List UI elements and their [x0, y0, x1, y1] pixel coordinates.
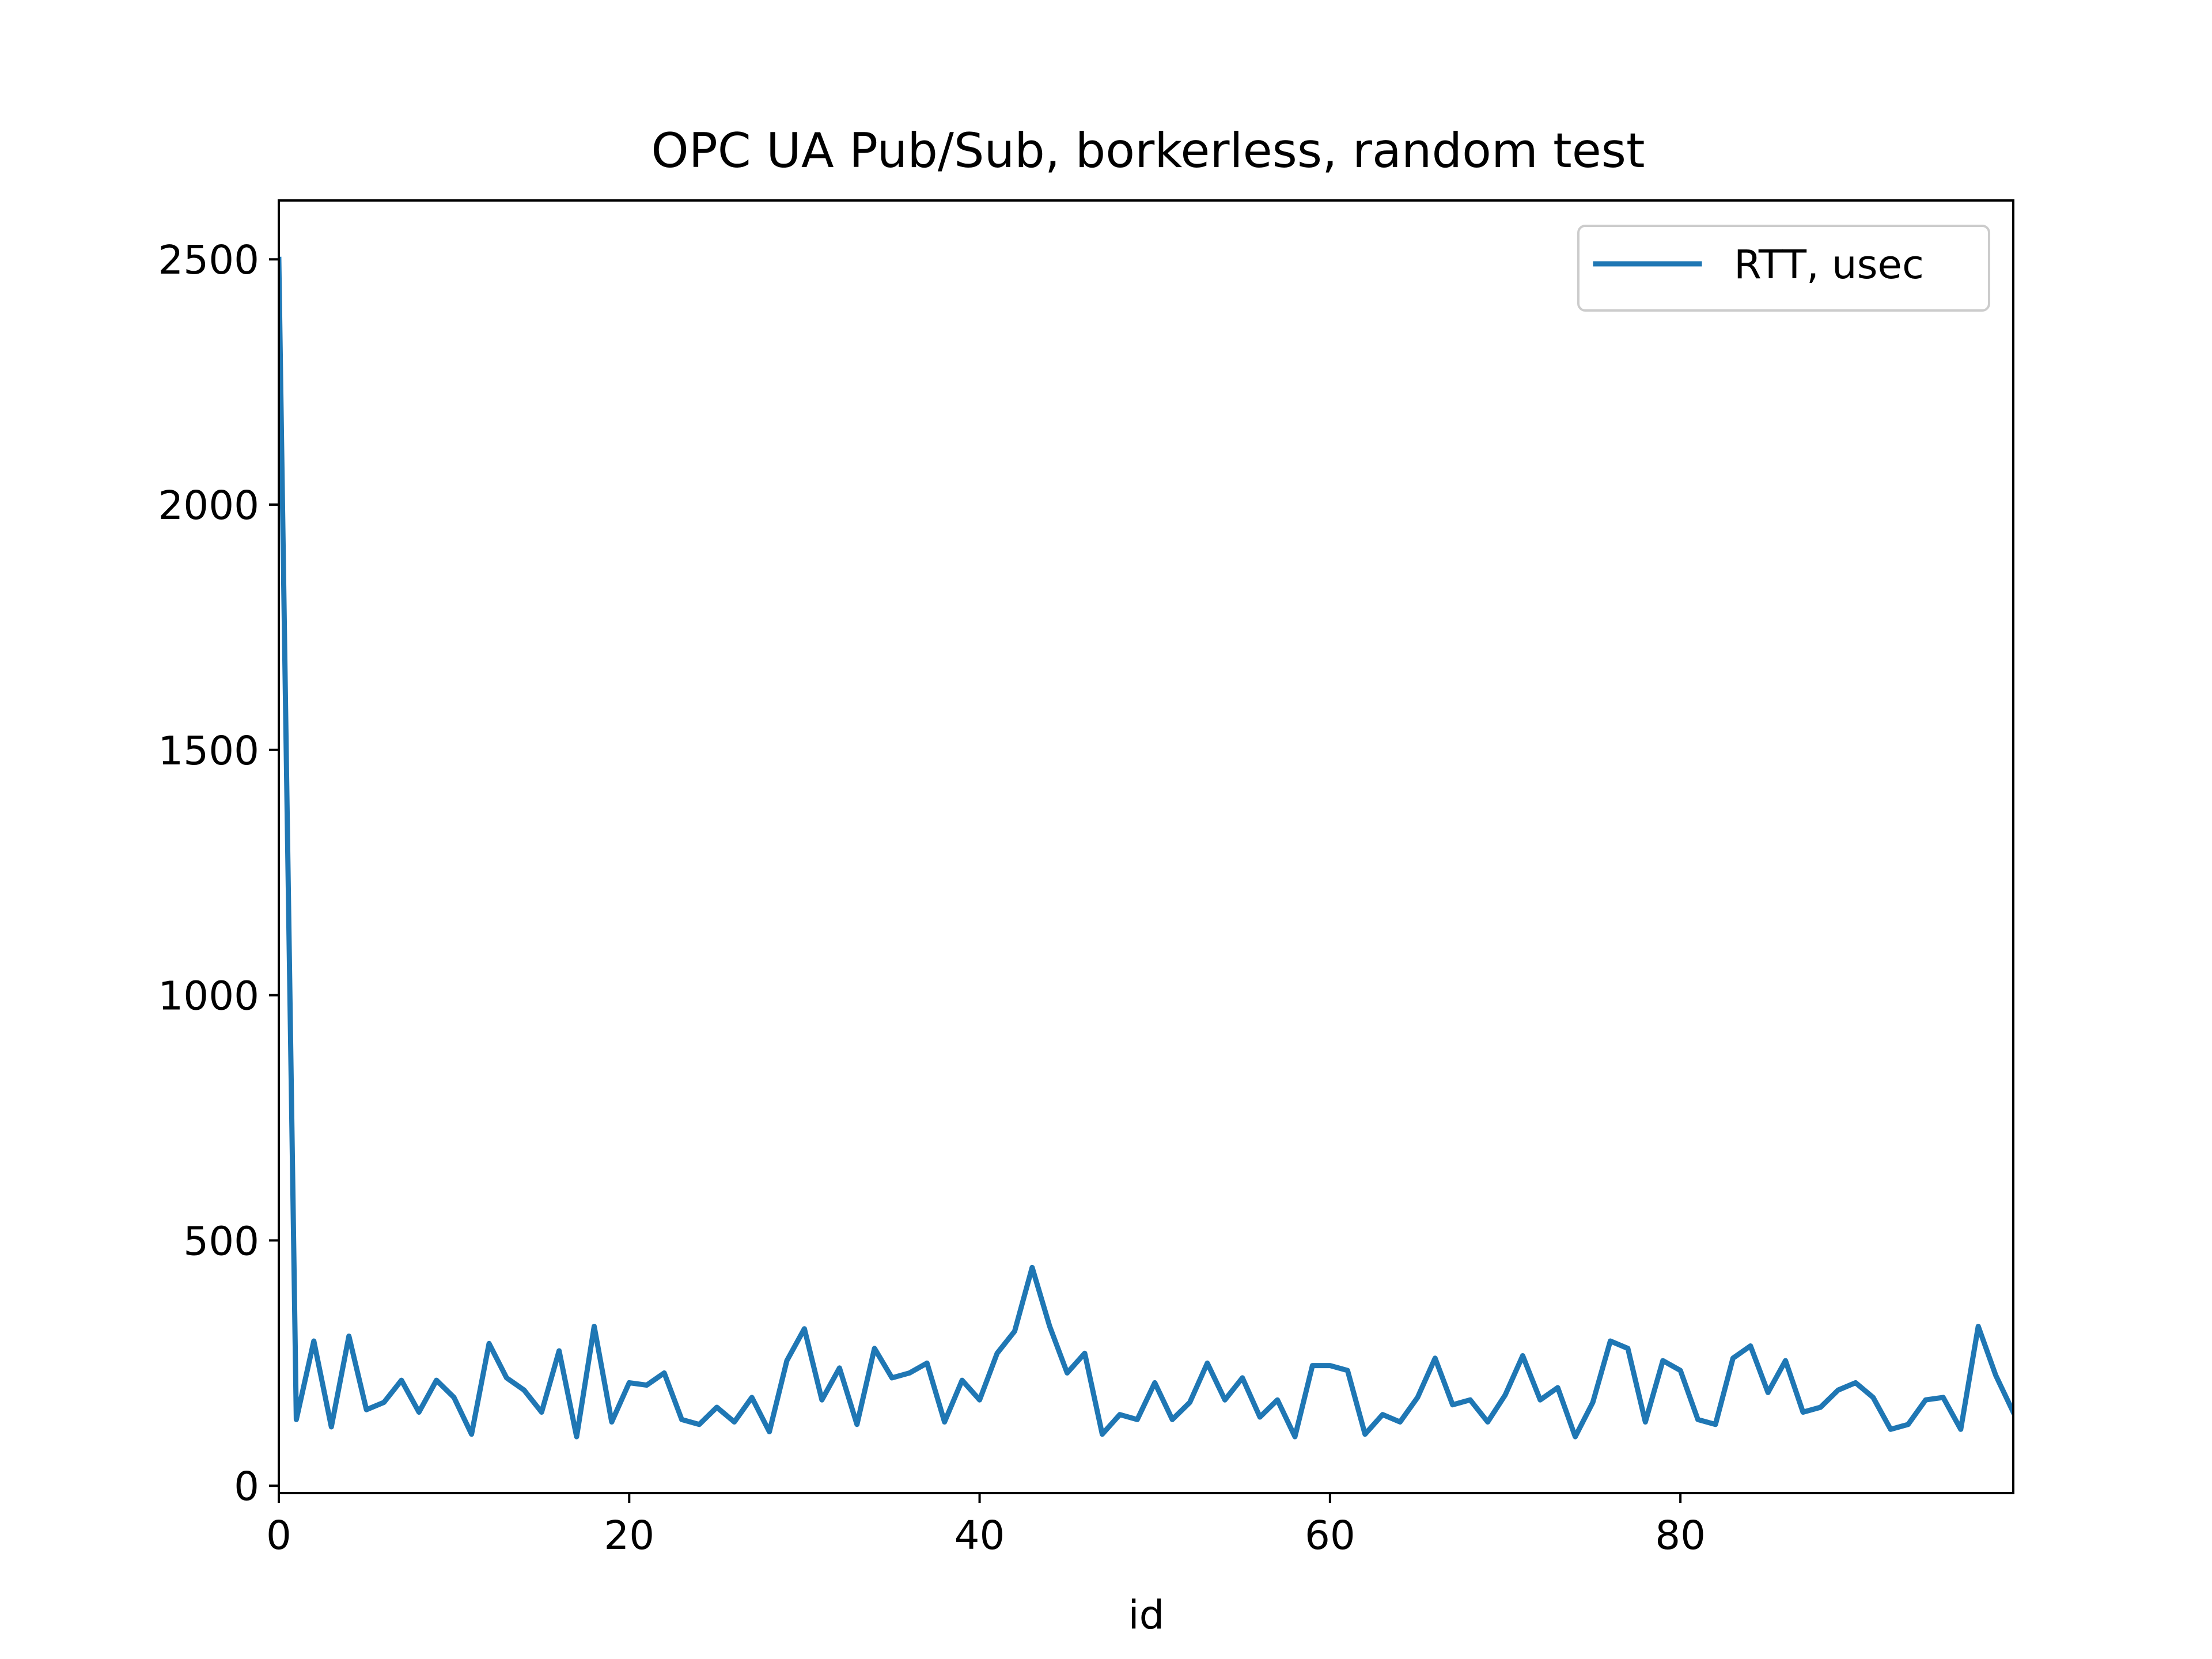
- x-tick-label-40: 40: [955, 1513, 1005, 1559]
- x-tick-label-20: 20: [604, 1513, 654, 1559]
- y-tick-label-1500: 1500: [158, 728, 259, 774]
- series-layer: [279, 256, 2013, 1440]
- axes-frame: [278, 199, 2014, 1494]
- y-tick-label-0: 0: [234, 1464, 259, 1510]
- series-line-rtt: [279, 256, 2013, 1440]
- legend-box: [1577, 225, 1990, 312]
- chart-title: OPC UA Pub/Sub, borkerless, random test: [651, 123, 1645, 179]
- y-tick-label-2000: 2000: [158, 483, 259, 529]
- x-tick-label-80: 80: [1655, 1513, 1706, 1559]
- x-axis-label: id: [1128, 1592, 1165, 1638]
- x-tick-label-60: 60: [1305, 1513, 1355, 1559]
- y-tick-label-1000: 1000: [158, 974, 259, 1020]
- y-tick-label-500: 500: [183, 1218, 259, 1264]
- y-axis: 0 500 1000 1500 2000 2500: [158, 237, 279, 1510]
- x-tick-label-0: 0: [266, 1513, 291, 1559]
- plot-area: [278, 199, 2014, 1494]
- y-tick-label-2500: 2500: [158, 237, 259, 283]
- x-axis: 0 20 40 60 80: [266, 1493, 1706, 1559]
- legend: RTT, usec: [1577, 225, 1990, 312]
- legend-label-rtt: RTT, usec: [1734, 242, 1924, 288]
